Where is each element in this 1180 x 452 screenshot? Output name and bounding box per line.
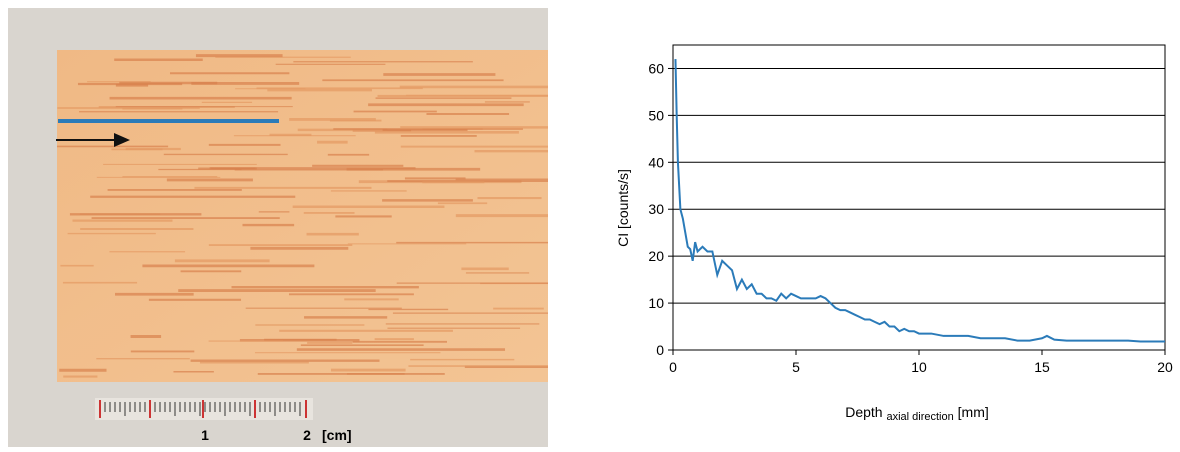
chart: CI [counts/s] Depth axial direction [mm]… <box>615 45 1173 423</box>
plot-area <box>673 45 1165 350</box>
x-label-sub: axial direction <box>886 411 953 423</box>
y-tick-label: 20 <box>648 248 664 264</box>
x-tick-label: 0 <box>669 359 677 375</box>
scale-label: 1 <box>201 427 209 443</box>
y-tick-label: 10 <box>648 295 664 311</box>
y-tick-label: 0 <box>656 342 664 358</box>
x-axis-label: Depth axial direction [mm] <box>845 404 989 423</box>
x-label-main: Depth <box>845 404 882 420</box>
x-tick-label: 20 <box>1157 359 1173 375</box>
x-label-unit: [mm] <box>958 404 989 420</box>
scale-unit: [cm] <box>322 427 352 443</box>
y-tick-label: 60 <box>648 60 664 76</box>
x-tick-label: 15 <box>1034 359 1050 375</box>
x-tick-label: 10 <box>911 359 927 375</box>
scale-label: 2 <box>303 427 311 443</box>
page: 1 2 [cm] CI [counts/s] Depth axial direc… <box>0 0 1180 452</box>
y-tick-label: 30 <box>648 201 664 217</box>
y-axis-label: CI [counts/s] <box>615 169 631 247</box>
figure: 1 2 [cm] CI [counts/s] Depth axial direc… <box>0 0 1180 447</box>
photo: 1 2 [cm] <box>8 8 548 447</box>
data-line <box>675 59 1165 341</box>
y-tick-label: 40 <box>648 154 664 170</box>
x-tick-label: 5 <box>792 359 800 375</box>
y-tick-label: 50 <box>648 107 664 123</box>
